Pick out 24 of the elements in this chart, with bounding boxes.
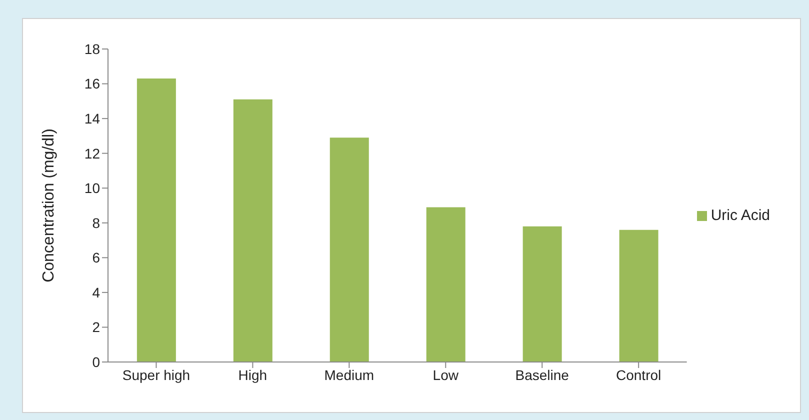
y-tick-label: 10 [84,180,100,196]
y-tick-label: 0 [92,354,100,370]
x-tick-label: Control [616,366,662,383]
y-tick-label: 18 [84,40,100,57]
y-tick-label: 12 [84,145,100,162]
x-tick-label: High [238,366,268,383]
x-tick-label: Medium [324,366,374,383]
x-tick-label: Baseline [515,366,570,383]
y-tick-label: 2 [92,319,100,336]
legend-label: Uric Acid [710,207,770,224]
x-tick-label: Low [432,366,460,383]
y-tick-label: 8 [92,214,100,231]
x-tick-label: Super high [122,366,190,383]
y-tick-label: 6 [92,250,100,266]
bar [619,230,658,362]
bar [136,78,176,362]
y-tick-label: 16 [84,76,100,92]
bar [233,99,272,362]
y-axis-title: Concentration (mg/dl) [40,128,58,282]
bar [426,207,466,362]
bar [330,138,369,362]
y-tick-label: 14 [84,110,100,127]
bar [522,226,562,362]
y-tick-label: 4 [92,284,100,300]
